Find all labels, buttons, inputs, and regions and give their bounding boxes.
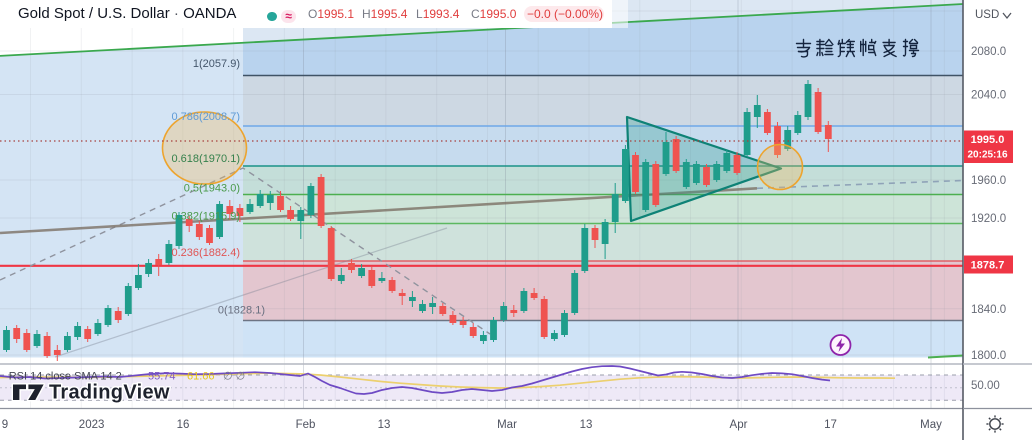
svg-text:0.382(1915.9): 0.382(1915.9) — [172, 211, 241, 223]
svg-text:2023: 2023 — [79, 419, 105, 431]
svg-text:Mar: Mar — [497, 419, 517, 431]
svg-text:55.74: 55.74 — [148, 371, 176, 383]
svg-text:61.66: 61.66 — [187, 371, 215, 383]
svg-text:13: 13 — [580, 419, 593, 431]
svg-text:13: 13 — [378, 419, 391, 431]
svg-text:1920.0: 1920.0 — [971, 213, 1006, 225]
svg-text:Apr: Apr — [730, 419, 748, 431]
svg-text:2040.0: 2040.0 — [971, 90, 1006, 102]
svg-text:May: May — [920, 419, 942, 431]
svg-text:0.618(1970.1): 0.618(1970.1) — [172, 153, 241, 165]
svg-text:1995.0: 1995.0 — [971, 134, 1005, 146]
svg-text:0.786(2008.7): 0.786(2008.7) — [172, 111, 241, 123]
svg-text:1960.0: 1960.0 — [971, 175, 1006, 187]
svg-text:1800.0: 1800.0 — [971, 350, 1006, 362]
svg-text:20:25:16: 20:25:16 — [967, 150, 1007, 161]
svg-text:2080.0: 2080.0 — [971, 46, 1006, 58]
svg-text:0.236(1882.4): 0.236(1882.4) — [172, 247, 241, 259]
svg-text:∅ ∅: ∅ ∅ — [223, 371, 245, 383]
svg-text:TradingView: TradingView — [49, 382, 170, 404]
svg-text:1878.7: 1878.7 — [971, 260, 1005, 272]
svg-text:1(2057.9): 1(2057.9) — [193, 58, 240, 70]
svg-text:Feb: Feb — [296, 419, 316, 431]
svg-text:50.00: 50.00 — [971, 380, 1000, 392]
svg-text:17: 17 — [824, 419, 837, 431]
svg-text:1840.0: 1840.0 — [971, 304, 1006, 316]
svg-text:9: 9 — [2, 419, 8, 431]
svg-text:0.5(1943.0): 0.5(1943.0) — [184, 183, 240, 195]
svg-text:16: 16 — [177, 419, 190, 431]
svg-text:0(1828.1): 0(1828.1) — [218, 305, 265, 317]
svg-text:RSI 14 close SMA 14 2: RSI 14 close SMA 14 2 — [9, 371, 122, 383]
svg-text:USD: USD — [975, 9, 999, 21]
